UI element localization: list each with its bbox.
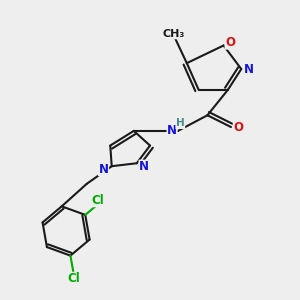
Text: H: H xyxy=(176,118,185,128)
Text: Cl: Cl xyxy=(68,272,80,285)
Text: N: N xyxy=(244,62,254,76)
Text: N: N xyxy=(167,124,177,137)
Text: Cl: Cl xyxy=(92,194,104,207)
Text: N: N xyxy=(98,163,109,176)
Text: O: O xyxy=(233,121,243,134)
Text: CH₃: CH₃ xyxy=(162,29,185,39)
Text: O: O xyxy=(225,36,235,49)
Text: N: N xyxy=(139,160,149,173)
